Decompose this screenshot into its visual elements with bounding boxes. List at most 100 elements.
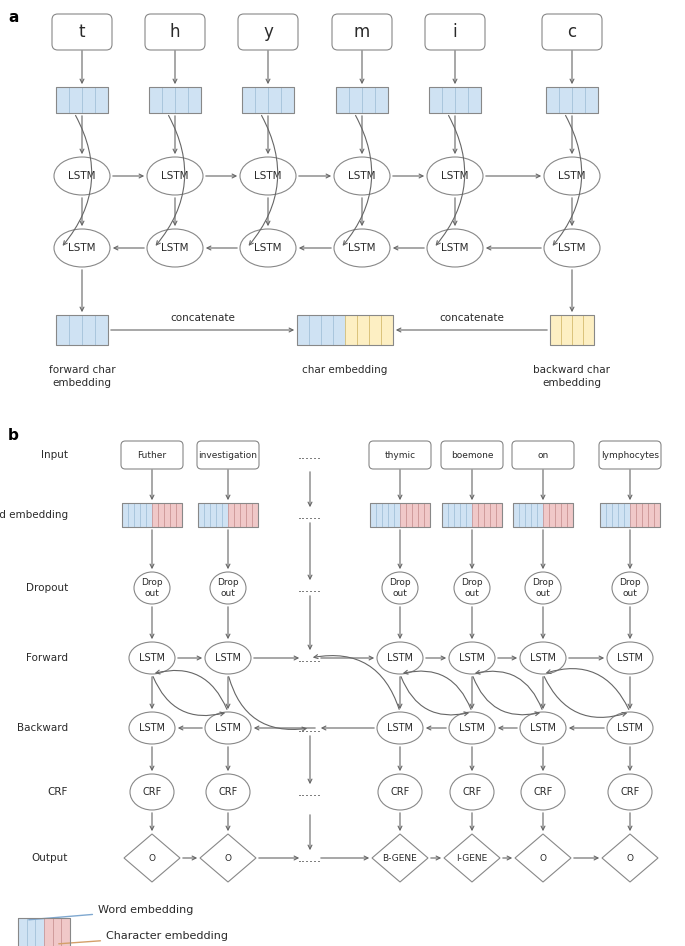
- Text: CRF: CRF: [621, 787, 640, 797]
- Text: ......: ......: [298, 652, 322, 664]
- Bar: [170, 503, 176, 527]
- Text: CRF: CRF: [462, 787, 482, 797]
- Bar: [36, 918, 44, 946]
- Bar: [18, 918, 70, 946]
- FancyBboxPatch shape: [52, 14, 112, 50]
- Text: LSTM: LSTM: [139, 653, 165, 663]
- Ellipse shape: [544, 157, 600, 195]
- Text: backward char
embedding: backward char embedding: [534, 365, 610, 388]
- Bar: [69, 87, 82, 113]
- Bar: [583, 315, 594, 345]
- Bar: [375, 87, 388, 113]
- Bar: [624, 503, 630, 527]
- Ellipse shape: [449, 642, 495, 674]
- Text: Drop
out: Drop out: [619, 578, 640, 598]
- Ellipse shape: [520, 712, 566, 744]
- Bar: [56, 87, 108, 113]
- Bar: [555, 503, 561, 527]
- Bar: [134, 503, 140, 527]
- Bar: [252, 503, 258, 527]
- Bar: [198, 503, 258, 527]
- Bar: [460, 503, 466, 527]
- Text: ......: ......: [298, 785, 322, 798]
- Bar: [158, 503, 164, 527]
- Bar: [234, 503, 240, 527]
- Bar: [268, 87, 281, 113]
- Text: i: i: [453, 23, 458, 41]
- Bar: [321, 315, 333, 345]
- Bar: [472, 503, 478, 527]
- Bar: [567, 503, 573, 527]
- Ellipse shape: [544, 229, 600, 267]
- FancyBboxPatch shape: [369, 441, 431, 469]
- Bar: [175, 87, 188, 113]
- Bar: [242, 87, 255, 113]
- Bar: [188, 87, 201, 113]
- FancyBboxPatch shape: [542, 14, 602, 50]
- FancyBboxPatch shape: [145, 14, 205, 50]
- Ellipse shape: [206, 774, 250, 810]
- Ellipse shape: [240, 229, 296, 267]
- Text: O: O: [149, 853, 155, 863]
- Bar: [648, 503, 654, 527]
- Bar: [370, 503, 376, 527]
- Text: Drop
out: Drop out: [141, 578, 163, 598]
- Bar: [513, 503, 519, 527]
- Bar: [336, 87, 349, 113]
- Text: ......: ......: [298, 509, 322, 521]
- Ellipse shape: [450, 774, 494, 810]
- Bar: [242, 87, 294, 113]
- Bar: [429, 87, 442, 113]
- Bar: [140, 503, 146, 527]
- Text: ......: ......: [298, 582, 322, 594]
- Ellipse shape: [129, 642, 175, 674]
- Text: Input: Input: [41, 450, 68, 460]
- Bar: [572, 315, 583, 345]
- Bar: [82, 315, 95, 345]
- Bar: [468, 87, 481, 113]
- Text: LSTM: LSTM: [139, 723, 165, 733]
- Bar: [559, 87, 572, 113]
- Bar: [388, 503, 394, 527]
- Ellipse shape: [205, 642, 251, 674]
- Ellipse shape: [427, 157, 483, 195]
- Bar: [466, 503, 472, 527]
- Ellipse shape: [525, 572, 561, 604]
- Ellipse shape: [520, 642, 566, 674]
- Text: ......: ......: [298, 722, 322, 734]
- Bar: [636, 503, 642, 527]
- FancyBboxPatch shape: [441, 441, 503, 469]
- Bar: [309, 315, 321, 345]
- Bar: [478, 503, 484, 527]
- Text: Futher: Futher: [138, 450, 166, 460]
- Bar: [349, 87, 362, 113]
- Ellipse shape: [240, 157, 296, 195]
- Text: CRF: CRF: [534, 787, 553, 797]
- Bar: [442, 87, 455, 113]
- Bar: [56, 315, 108, 345]
- Bar: [152, 503, 158, 527]
- Ellipse shape: [378, 774, 422, 810]
- Bar: [585, 87, 598, 113]
- Text: LSTM: LSTM: [254, 243, 282, 253]
- Text: c: c: [567, 23, 577, 41]
- Bar: [454, 503, 460, 527]
- Bar: [550, 315, 561, 345]
- Text: CRF: CRF: [142, 787, 162, 797]
- Bar: [424, 503, 430, 527]
- FancyBboxPatch shape: [425, 14, 485, 50]
- Bar: [18, 918, 27, 946]
- Bar: [281, 87, 294, 113]
- Text: a: a: [8, 10, 18, 25]
- Text: LSTM: LSTM: [459, 653, 485, 663]
- Polygon shape: [124, 834, 180, 882]
- Text: LSTM: LSTM: [441, 171, 469, 181]
- Text: CRF: CRF: [48, 787, 68, 797]
- Ellipse shape: [54, 157, 110, 195]
- Ellipse shape: [147, 229, 203, 267]
- Ellipse shape: [377, 642, 423, 674]
- Bar: [654, 503, 660, 527]
- Text: LSTM: LSTM: [617, 653, 643, 663]
- Bar: [600, 503, 606, 527]
- Bar: [357, 315, 369, 345]
